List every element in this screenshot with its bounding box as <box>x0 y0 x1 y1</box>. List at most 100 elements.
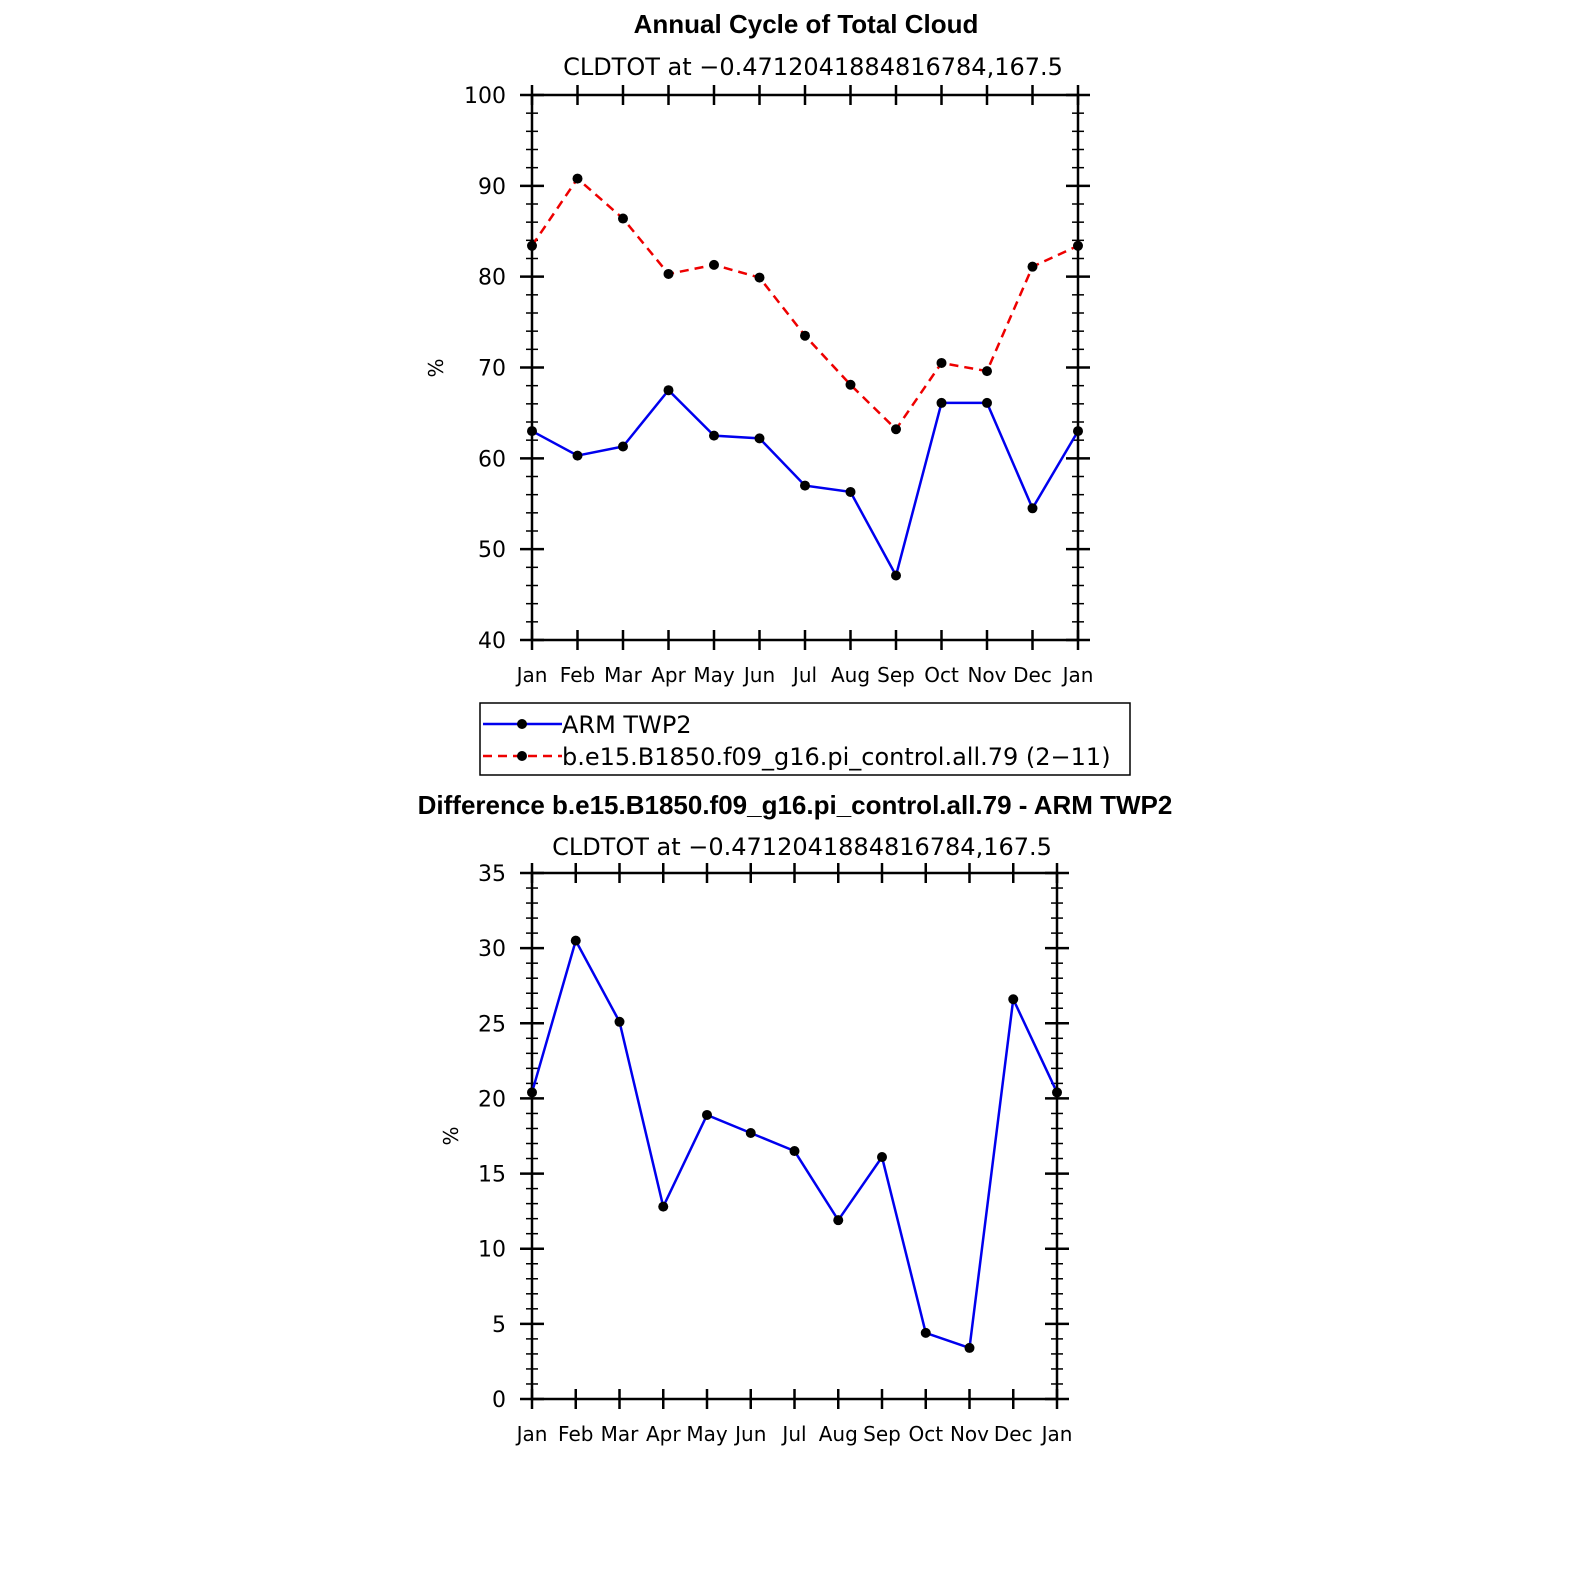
chart2-x-tick-label: Jan <box>1040 1422 1073 1446</box>
chart1-series-1-point <box>527 240 537 251</box>
chart2-series-0-point <box>745 1127 756 1138</box>
chart1-x-tick-label: May <box>693 663 735 687</box>
chart1-axes: Jan Feb Mar Apr May Jun Jul Aug Sep Oct Nov Dec Jan 4… <box>464 84 1093 687</box>
chart1-series-0-point <box>663 385 674 396</box>
chart2-x-tick-label: Dec <box>994 1422 1033 1446</box>
chart1-series-1-point <box>754 272 765 283</box>
chart1-y-tick-label: 40 <box>478 629 506 654</box>
chart2-series-0-point <box>877 1152 887 1163</box>
legend-label-arm: ARM TWP2 <box>562 711 692 739</box>
chart1-x-tick-label: Jun <box>742 663 775 687</box>
chart1-series-1-point <box>1073 240 1083 251</box>
chart2-series-0-point <box>570 935 581 946</box>
chart1-series-0-point <box>572 450 583 461</box>
chart2-subtitle: CLDTOT at −0.4712041884816784,167.5 <box>552 833 1052 861</box>
chart1-series-0-point <box>527 426 537 437</box>
chart1-y-tick-label: 100 <box>464 84 506 109</box>
chart1-series-1-point <box>982 366 992 377</box>
chart2-y-tick-label: 15 <box>478 1163 506 1188</box>
chart1-x-tick-label: Mar <box>604 663 643 687</box>
chart2-y-tick-label: 35 <box>478 862 506 887</box>
chart1-x-tick-label: Feb <box>560 663 595 687</box>
chart1-series-line-1 <box>530 176 1079 432</box>
chart2-x-tick-label: May <box>686 1422 728 1446</box>
chart1-series-0-point <box>845 486 856 497</box>
chart2-x-tick-label: Apr <box>646 1422 681 1446</box>
chart2-x-tick-label: Mar <box>601 1422 640 1446</box>
annual-cycle-chart: Annual Cycle of Total Cloud CLDTOT at −0… <box>424 9 1093 687</box>
chart2-axes: Jan Feb Mar Apr May Jun Jul Aug Sep Oct Nov Dec Jan 0… <box>478 862 1072 1446</box>
chart2-series-0-point <box>527 1087 537 1098</box>
chart2-x-tick-label: Sep <box>863 1422 901 1446</box>
chart2-x-tick-label: Aug <box>819 1422 858 1446</box>
chart1-y-axis-label: % <box>424 358 448 377</box>
chart1-x-tick-label: Nov <box>967 663 1006 687</box>
chart2-x-tick-label: Jun <box>733 1422 766 1446</box>
chart2-x-tick-label: Nov <box>950 1422 989 1446</box>
chart1-series-0-point <box>800 480 810 491</box>
chart1-x-tick-label: Jan <box>1061 663 1094 687</box>
chart1-series-1-point <box>800 330 810 341</box>
chart1-x-tick-label: Jan <box>515 663 548 687</box>
chart1-y-tick-label: 50 <box>478 538 506 563</box>
legend-marker-model <box>517 751 527 761</box>
chart2-series-line-0 <box>530 937 1059 1350</box>
chart2-x-tick-label: Feb <box>558 1422 593 1446</box>
legend: ARM TWP2 b.e15.B1850.f09_g16.pi_control.… <box>479 702 1131 776</box>
chart1-series-0-point <box>1027 503 1038 514</box>
chart2-y-tick-label: 25 <box>478 1012 506 1037</box>
chart2-y-axis-label: % <box>439 1126 463 1145</box>
chart2-series <box>527 935 1062 1353</box>
chart1-subtitle: CLDTOT at −0.4712041884816784,167.5 <box>563 53 1063 81</box>
chart1-x-tick-label: Oct <box>924 663 959 687</box>
chart2-x-tick-label: Jul <box>780 1422 806 1446</box>
chart2-x-tick-label: Oct <box>908 1422 943 1446</box>
chart2-series-0-point <box>833 1215 844 1226</box>
chart2-series-0-point <box>1008 994 1019 1005</box>
chart1-series-0-point <box>982 397 992 408</box>
chart1-series-0-point <box>1073 426 1083 437</box>
chart1-x-tick-label: Jul <box>791 663 817 687</box>
chart1-series-1-point <box>936 357 947 368</box>
chart1-series-1-point <box>891 424 901 435</box>
chart1-series-1-point <box>572 173 583 184</box>
chart1-plot-frame <box>530 93 1080 642</box>
chart2-plot-frame <box>530 871 1059 1401</box>
chart1-series-1-point <box>709 259 719 270</box>
chart2-title: Difference b.e15.B1850.f09_g16.pi_contro… <box>418 790 1173 820</box>
chart1-series-1-point <box>618 213 628 224</box>
difference-chart: Difference b.e15.B1850.f09_g16.pi_contro… <box>418 790 1173 1446</box>
chart2-x-tick-label: Jan <box>515 1422 548 1446</box>
chart1-series-1-point <box>845 379 856 390</box>
chart1-x-tick-label: Aug <box>831 663 870 687</box>
chart1-series-0-point <box>709 430 719 441</box>
chart1-y-tick-label: 70 <box>478 357 506 382</box>
chart2-y-tick-label: 5 <box>492 1313 506 1338</box>
chart2-series-0-point <box>614 1016 625 1027</box>
chart1-series-0-point <box>618 441 628 452</box>
chart2-y-tick-label: 30 <box>478 937 506 962</box>
chart1-series-1-point <box>1027 261 1038 272</box>
chart1-series-0-point <box>754 433 765 444</box>
chart2-series-0-point <box>964 1342 975 1353</box>
chart2-y-tick-label: 10 <box>478 1238 506 1263</box>
chart1-y-tick-label: 60 <box>478 447 506 472</box>
chart1-y-tick-label: 90 <box>478 175 506 200</box>
chart2-series-0-point <box>658 1201 669 1212</box>
chart2-y-tick-label: 0 <box>492 1388 506 1413</box>
chart2-series-0-point <box>1052 1087 1062 1098</box>
chart1-series-1-point <box>663 268 674 279</box>
chart1-y-tick-label: 80 <box>478 266 506 291</box>
chart1-series-0-point <box>936 397 947 408</box>
chart1-x-tick-label: Sep <box>877 663 915 687</box>
chart1-title: Annual Cycle of Total Cloud <box>634 9 979 39</box>
chart2-series-0-point <box>920 1327 931 1338</box>
legend-label-model: b.e15.B1850.f09_g16.pi_control.all.79 (2… <box>562 743 1111 771</box>
chart2-series-0-point <box>789 1146 800 1157</box>
chart1-series-0-point <box>891 570 901 581</box>
legend-marker-arm <box>517 719 527 729</box>
chart1-x-tick-label: Apr <box>651 663 686 687</box>
chart2-y-tick-label: 20 <box>478 1087 506 1112</box>
chart1-series <box>527 173 1083 581</box>
